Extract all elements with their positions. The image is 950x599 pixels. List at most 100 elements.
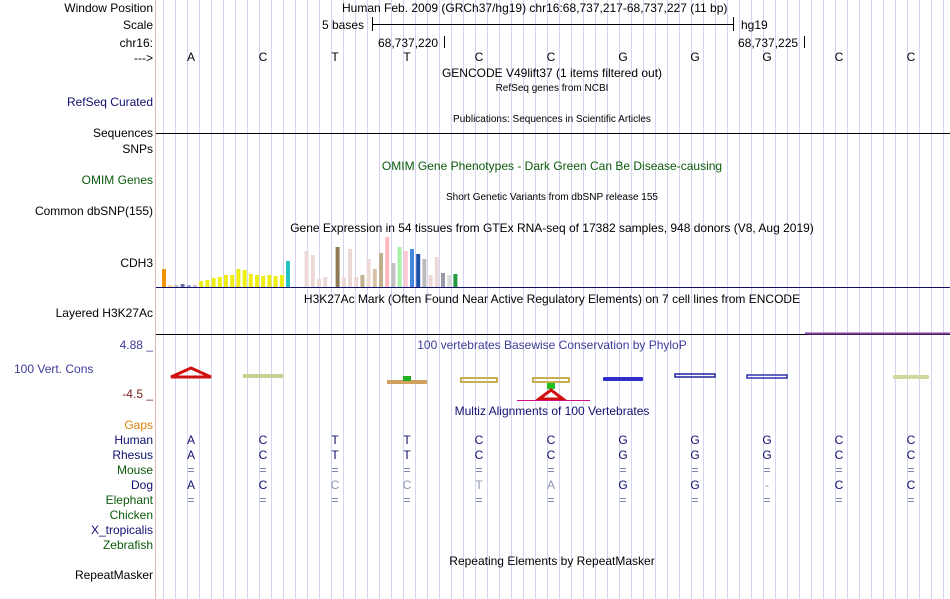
alignment-base: = (259, 493, 267, 507)
alignment-base: C (402, 478, 412, 492)
dbsnp-title[interactable]: Short Genetic Variants from dbSNP releas… (446, 192, 658, 203)
alignment-base: = (403, 493, 411, 507)
species-label[interactable]: Dog (130, 478, 153, 492)
alignment-base: G (762, 448, 772, 462)
gencode-title[interactable]: GENCODE V49lift37 (1 items filtered out) (441, 66, 663, 80)
refseq-label[interactable]: RefSeq Curated (66, 95, 153, 109)
gtex-bar (224, 275, 228, 287)
alignment-base: C (834, 478, 844, 492)
species-label[interactable]: Human (114, 433, 153, 447)
gtex-bar (379, 253, 383, 287)
phylop-label[interactable]: 100 Vert. Cons (14, 362, 94, 376)
alignment-base: C (834, 448, 844, 462)
gtex-bar (397, 247, 402, 287)
alignment-base: T (331, 448, 339, 462)
gtex-bar (447, 275, 452, 287)
reference-base: C (546, 50, 556, 64)
alignment-base: = (835, 463, 843, 477)
omim-label[interactable]: OMIM Genes (81, 173, 153, 187)
repeat-title[interactable]: Repeating Elements by RepeatMasker (449, 554, 655, 568)
alignment-base: C (834, 433, 844, 447)
h3k27ac-label[interactable]: Layered H3K27Ac (55, 306, 153, 320)
reference-base: C (906, 50, 916, 64)
alignment-base: = (691, 493, 699, 507)
alignment-base: = (475, 493, 483, 507)
gtex-bar (366, 259, 371, 287)
gtex-bar (428, 275, 433, 287)
omim-title[interactable]: OMIM Gene Phenotypes - Dark Green Can Be… (381, 159, 723, 173)
gtex-label[interactable]: CDH3 (120, 256, 153, 270)
alignment-base: C (906, 433, 916, 447)
gtex-bar (391, 263, 396, 287)
alignment-base: G (762, 433, 772, 447)
publications-title[interactable]: Publications: Sequences in Scientific Ar… (453, 114, 651, 125)
phylop-title[interactable]: 100 vertebrates Basewise Conservation by… (417, 338, 687, 352)
phylop-max-label: 4.88 _ (119, 338, 153, 352)
reference-base: C (834, 50, 844, 64)
phylop-glyph (532, 377, 570, 383)
scale-text: 5 bases (322, 18, 365, 32)
gtex-bar (217, 277, 222, 287)
phylop-glyph (603, 377, 643, 381)
alignment-base: G (690, 478, 700, 492)
species-label[interactable]: Zebrafish (102, 538, 153, 552)
alignment-base: = (403, 463, 411, 477)
strand-label: ---> (134, 51, 153, 65)
gtex-bar (310, 255, 315, 287)
refseq-title[interactable]: RefSeq genes from NCBI (495, 83, 609, 94)
alignment-base: A (186, 433, 195, 447)
reference-base: T (331, 50, 339, 64)
species-label[interactable]: Rhesus (112, 448, 153, 462)
alignment-base: C (906, 448, 916, 462)
reference-base: A (186, 50, 195, 64)
dbsnp-label[interactable]: Common dbSNP(155) (34, 204, 153, 218)
phylop-glyph (387, 380, 427, 384)
species-label[interactable]: X_tropicalis (90, 523, 153, 537)
alignment-base: = (907, 463, 915, 477)
alignment-base: G (690, 448, 700, 462)
gtex-bar (193, 285, 197, 287)
gtex-bar (174, 285, 179, 287)
alignment-base: = (763, 463, 771, 477)
alignment-base: G (618, 448, 628, 462)
alignment-base: G (690, 433, 700, 447)
multiz-title[interactable]: Multiz Alignments of 100 Vertebrates (454, 404, 650, 418)
alignment-base: T (403, 433, 411, 447)
species-label[interactable]: Chicken (109, 508, 153, 522)
alignment-base: = (763, 493, 771, 507)
gaps-label[interactable]: Gaps (124, 418, 153, 432)
reference-base: G (762, 50, 772, 64)
gtex-bar (372, 269, 377, 287)
alignment-base: - (765, 478, 769, 492)
position-value: Human Feb. 2009 (GRCh37/hg19) chr16:68,7… (342, 1, 728, 15)
alignment-base: A (186, 448, 195, 462)
alignment-base: C (258, 433, 268, 447)
gtex-bar (360, 275, 365, 287)
gtex-bar (416, 254, 421, 287)
alignment-base: = (547, 463, 555, 477)
gtex-bar (230, 275, 235, 287)
h3k27ac-title[interactable]: H3K27Ac Mark (Often Found Near Active Re… (303, 292, 801, 306)
gtex-bar (304, 251, 309, 287)
alignment-base: C (546, 433, 556, 447)
phylop-glyph (534, 388, 568, 401)
alignment-base: T (331, 433, 339, 447)
gtex-bar (335, 247, 340, 287)
alignment-base: C (474, 433, 484, 447)
species-label[interactable]: Elephant (105, 493, 153, 507)
gtex-bar (273, 276, 278, 287)
alignment-base: G (618, 478, 628, 492)
gtex-title[interactable]: Gene Expression in 54 tissues from GTEx … (290, 221, 814, 235)
gtex-bar (422, 259, 427, 287)
alignment-base: = (547, 493, 555, 507)
reference-base: G (618, 50, 628, 64)
repeatmasker-label[interactable]: RepeatMasker (74, 568, 153, 582)
snps-label[interactable]: SNPs (122, 142, 153, 156)
chrom-label: chr16: (119, 36, 153, 50)
sequences-label[interactable]: Sequences (92, 126, 153, 140)
phylop-glyph (403, 376, 411, 381)
alignment-base: = (259, 463, 267, 477)
alignment-base: = (475, 463, 483, 477)
species-label[interactable]: Mouse (116, 463, 153, 477)
